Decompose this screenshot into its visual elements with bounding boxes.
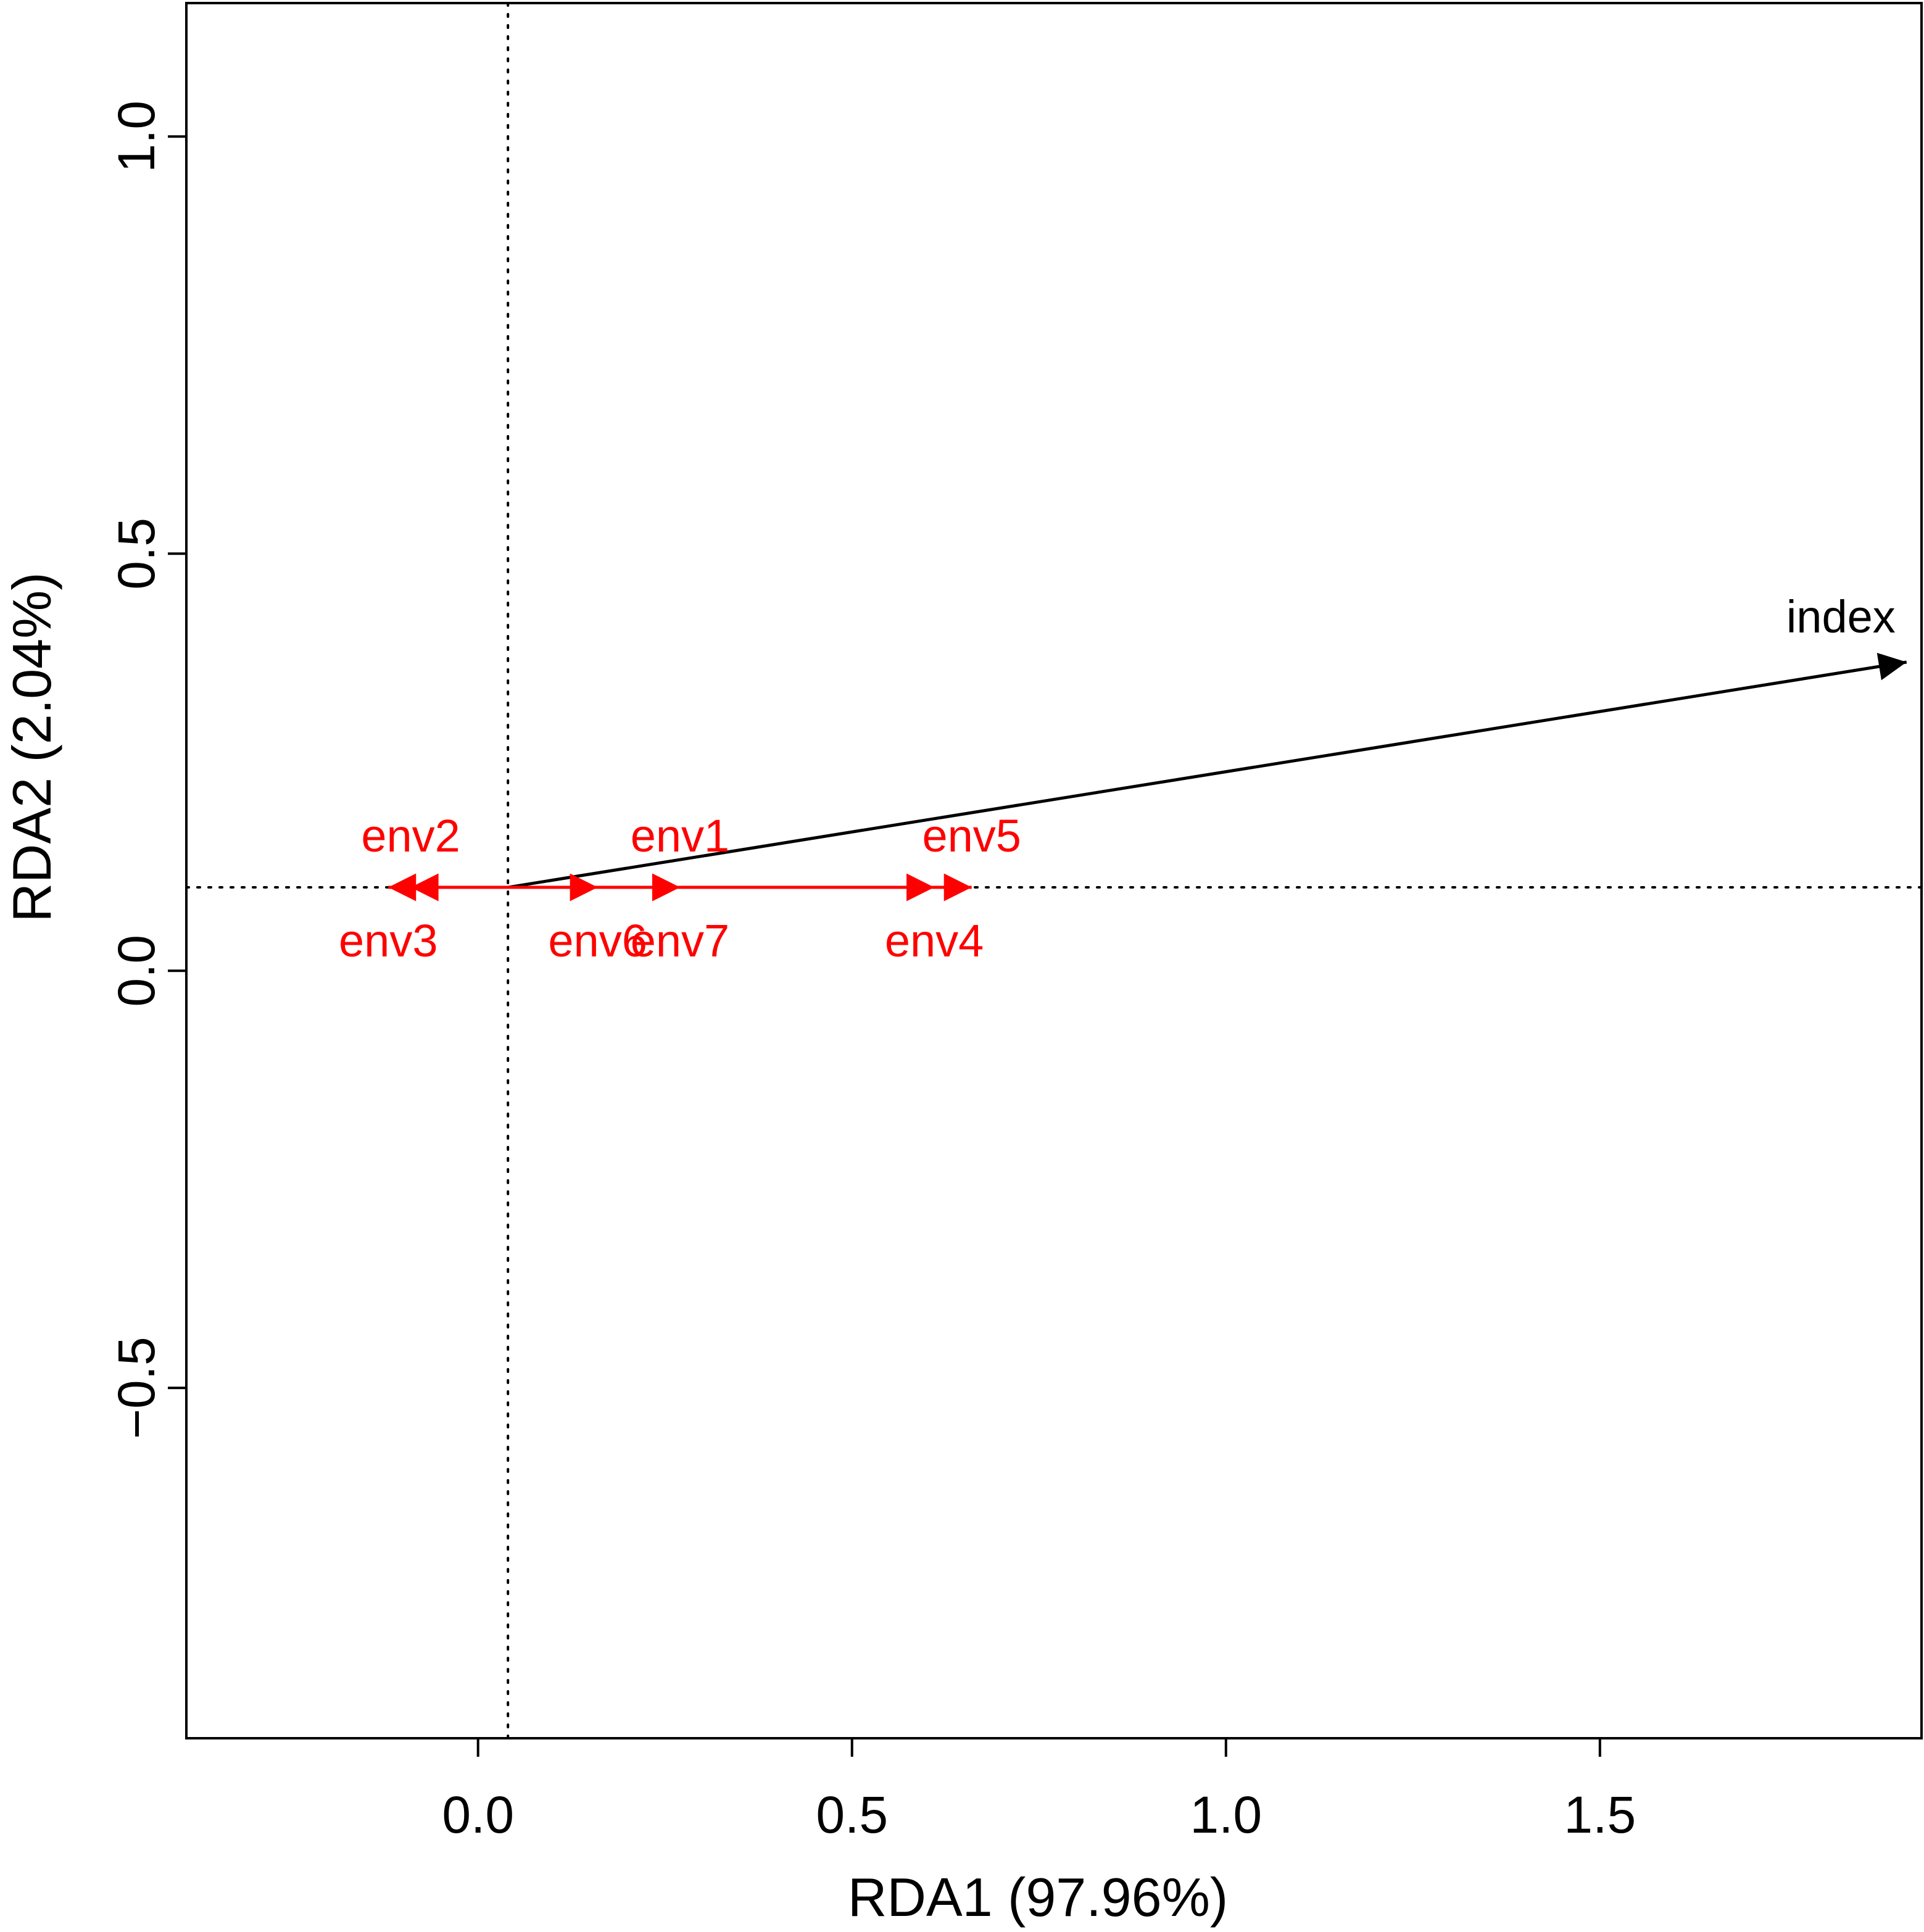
x-tick-label: 1.0	[1190, 1786, 1262, 1844]
y-tick-label: −0.5	[107, 1337, 165, 1439]
x-axis-title: RDA1 (97.96%)	[848, 1867, 1228, 1928]
env4-label: env4	[885, 915, 984, 966]
y-tick-label: 0.5	[107, 518, 165, 590]
x-tick-label: 0.0	[442, 1786, 514, 1844]
biplot-vectors	[388, 652, 1907, 902]
x-tick-label: 1.5	[1564, 1786, 1636, 1844]
env1-label: env1	[631, 810, 729, 861]
env6-label: env6	[548, 915, 647, 966]
y-tick-label: 0.0	[107, 935, 165, 1007]
env3-label: env3	[339, 915, 437, 966]
y-axis-title: RDA2 (2.04%)	[1, 572, 62, 922]
env2-label: env2	[361, 810, 460, 861]
y-tick-label: 1.0	[107, 101, 165, 173]
index-label: index	[1786, 591, 1896, 642]
plot-background	[186, 3, 1922, 1738]
x-axis: 0.0 0.5 1.0 1.5	[442, 1737, 1636, 1844]
env7-label: env7	[631, 915, 729, 966]
y-axis: −0.5 0.0 0.5 1.0	[107, 101, 188, 1439]
env5-label: env5	[922, 810, 1021, 861]
index-vector	[507, 652, 1907, 889]
plot-frame	[185, 2, 1923, 1739]
x-tick-label: 0.5	[816, 1786, 888, 1844]
